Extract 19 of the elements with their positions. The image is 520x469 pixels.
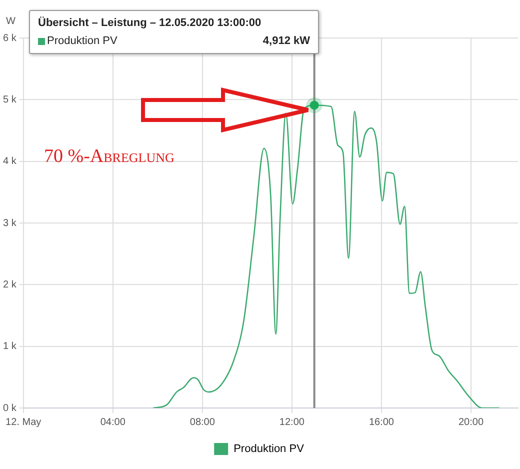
- text: Produktion PV: [47, 35, 118, 47]
- y-axis-title: W: [6, 16, 16, 27]
- y-tick-label: 6 k: [2, 32, 18, 44]
- y-tick-label: 0 k: [2, 402, 18, 414]
- x-tick-label: 20:00: [458, 416, 484, 428]
- legend-label: Produktion PV: [234, 443, 305, 456]
- x-tick-label: 12. May: [6, 416, 42, 428]
- x-tick-label: 08:00: [190, 416, 216, 428]
- text: Übersicht – Leistung – 12.05.2020 13:00:00: [38, 17, 262, 29]
- y-tick-label: 1 k: [2, 341, 18, 352]
- x-tick-label: 12:00: [279, 416, 305, 428]
- y-tick-label: 5 k: [2, 94, 18, 106]
- annotation: 70 %-Abreglung: [44, 146, 174, 168]
- y-tick-label: 2 k: [2, 279, 18, 290]
- annotation: 4,912 kW: [262, 35, 310, 47]
- y-tick-label: 4 k: [2, 156, 18, 168]
- x-tick-label: 16:00: [368, 416, 394, 428]
- y-tick-label: 3 k: [2, 218, 18, 229]
- x-tick-label: 04:00: [100, 416, 126, 428]
